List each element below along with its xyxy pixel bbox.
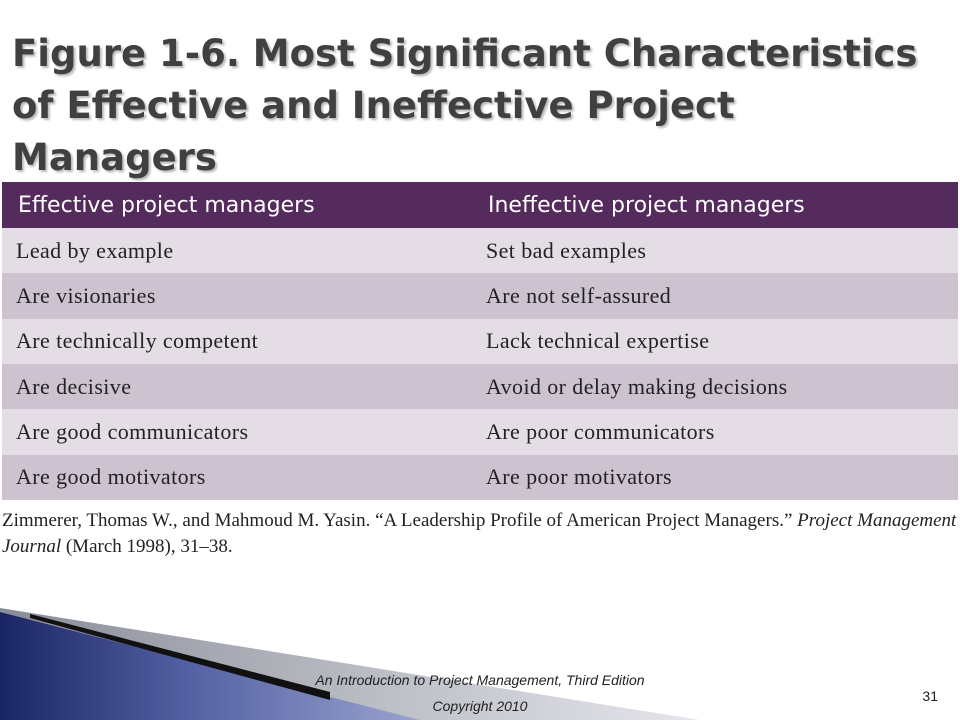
effective-cell: Lead by example (2, 228, 472, 274)
header-effective: Effective project managers (2, 182, 472, 228)
table-header-row: Effective project managers Ineffective p… (2, 182, 958, 228)
corner-swoosh-decoration (0, 608, 700, 720)
slide-title: Figure 1-6. Most Significant Characteris… (12, 28, 948, 184)
ineffective-cell: Avoid or delay making decisions (472, 363, 958, 410)
ineffective-cell: Set bad examples (472, 228, 958, 274)
ineffective-cell: Lack technical expertise (472, 318, 958, 364)
footer-copyright: Copyright 2010 (432, 698, 528, 714)
table-row: Are good motivators Are poor motivators (2, 454, 958, 500)
footer-book-title: An Introduction to Project Management, T… (315, 672, 645, 688)
effective-cell: Are decisive (2, 363, 472, 410)
slide-title-line-1: Figure 1-6. Most Significant Characteris… (12, 32, 918, 75)
ineffective-cell: Are not self-assured (472, 273, 958, 319)
ineffective-cell: Are poor motivators (472, 454, 958, 500)
citation: Zimmerer, Thomas W., and Mahmoud M. Yasi… (2, 508, 960, 560)
ineffective-cell: Are poor communicators (472, 409, 958, 455)
characteristics-table: Effective project managers Ineffective p… (2, 182, 958, 500)
effective-cell: Are visionaries (2, 273, 472, 319)
effective-cell: Are good communicators (2, 409, 472, 455)
citation-details: (March 1998), 31–38. (61, 536, 233, 557)
effective-cell: Are good motivators (2, 454, 472, 500)
table-row: Lead by example Set bad examples (2, 228, 958, 274)
table-row: Are good communicators Are poor communic… (2, 409, 958, 455)
table-row: Are decisive Avoid or delay making decis… (2, 363, 958, 410)
page-number: 31 (922, 688, 938, 704)
citation-text: Zimmerer, Thomas W., and Mahmoud M. Yasi… (2, 510, 798, 531)
table-row: Are visionaries Are not self-assured (2, 273, 958, 319)
citation-journal: Project Management Journal (2, 510, 957, 557)
effective-cell: Are technically competent (2, 318, 472, 364)
slide-title-line-2: of Effective and Ineffective Project Man… (12, 84, 735, 179)
header-ineffective: Ineffective project managers (472, 182, 958, 228)
table-row: Are technically competent Lack technical… (2, 318, 958, 364)
swoosh-dark-stroke (30, 614, 330, 700)
